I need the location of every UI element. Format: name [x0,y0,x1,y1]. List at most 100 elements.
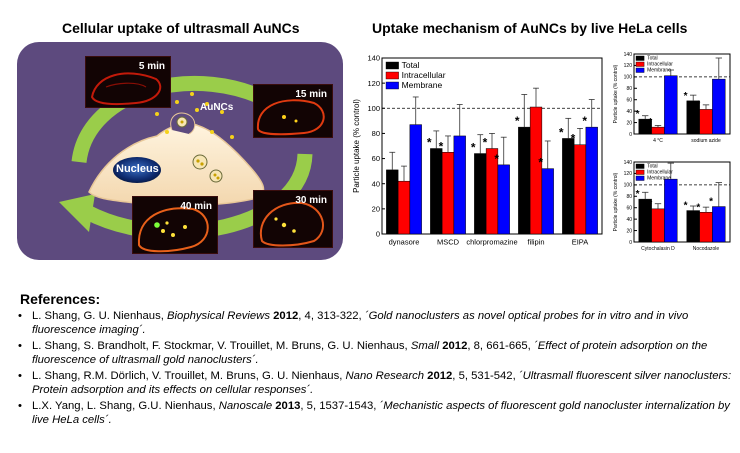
references-heading: References: [20,291,101,307]
significance-star: * [648,117,652,128]
significance-star: * [636,109,640,120]
category-label: chlorpromazine [466,238,517,247]
significance-star: * [471,141,476,155]
significance-star: * [439,139,444,153]
bar [686,210,700,243]
bar [664,75,678,135]
legend-swatch [635,163,645,169]
aunc-particles [155,92,234,139]
micrograph-15-min: 15 min [253,84,333,138]
significance-star: * [709,197,713,208]
bar [386,169,399,235]
y-tick-label: 20 [626,120,632,126]
reference-item: • L. Shang, R.M. Dörlich, V. Trouillet, M… [18,370,732,396]
category-label: EIPA [572,238,589,247]
y-tick-label: 140 [624,160,633,166]
left-figure-title: Cellular uptake of ultrasmall AuNCs [62,20,300,36]
reference-item: • L. Shang, G. U. Nienhaus, Biophysical R… [18,310,689,336]
legend-label: Total [402,60,420,70]
significance-star: * [684,201,688,212]
y-tick-label: 100 [624,75,633,81]
bar [474,153,487,235]
y-tick-label: 80 [372,129,380,138]
aunc-label: AuNCs [200,102,234,113]
cycle-arrow-bottom [83,153,313,240]
y-tick-label: 20 [372,204,380,213]
references-section: References: • L. Shang, G. U. Nienhaus, B… [16,291,732,429]
schematic-drawing [59,76,313,240]
reference-item: • L. Shang, S. Brandholt, F. Stockmar, V.… [18,340,708,366]
bar [562,138,575,235]
bar [497,164,510,235]
category-label: sodium azide [691,138,721,144]
legend-label: Intracellular [647,170,673,176]
category-label: Cytochalasin D [641,246,675,252]
significance-star: * [427,136,432,150]
bar [712,78,726,135]
bar [664,178,678,243]
significance-star: * [648,199,652,210]
significance-star: * [571,132,576,146]
bar [651,208,665,243]
y-tick-label: 120 [624,171,633,177]
category-label: 4 °C [653,138,663,144]
y-tick-label: 0 [376,230,380,239]
bar [699,109,713,135]
bar [430,148,443,235]
time-label-30-min: 30 min [295,195,327,206]
significance-star: * [684,91,688,102]
bar [573,144,587,235]
vesicle-icon [192,154,208,170]
reference-item: • L.X. Yang, L. Shang, G.U. Nienhaus, Nan… [18,400,730,426]
y-tick-label: 120 [624,63,633,69]
significance-star: * [483,136,488,150]
uptake-schematic-panel: AuNCs Nucleus 5 min 15 min 30 min 40 min [17,42,343,260]
bar [518,126,531,235]
micrograph-30-min: 30 min [253,190,333,248]
chart-inhibitors: 0 20 40 60 80 100 120 140 Particle uptake (% con… [352,54,603,247]
legend-swatch [635,67,645,73]
legend-label: Membrane [647,176,671,182]
significance-star: * [696,99,700,110]
nucleus-icon [113,157,161,183]
bar [585,126,598,235]
category-label: MSCD [437,238,460,247]
y-tick-label: 20 [626,228,632,234]
y-tick-label: 140 [624,52,633,58]
micrograph-5-min: 5 min [85,56,171,108]
cycle-arrowhead-bottom [59,194,95,232]
y-tick-label: 0 [629,240,632,246]
bar [529,106,543,235]
bar [699,212,713,243]
y-tick-label: 40 [626,217,632,223]
legend-swatch [385,81,399,90]
category-label: Nocodazole [693,246,720,252]
y-tick-label: 60 [626,205,632,211]
nucleus-label: Nucleus [116,163,159,175]
legend-swatch [635,55,645,61]
y-tick-label: 60 [372,154,380,163]
legend-label: Membrane [402,80,443,90]
y-tick-label: 120 [367,79,380,88]
y-tick-label: 100 [367,104,380,113]
micrograph-40-min: 40 min [132,196,218,254]
significance-star: * [696,202,700,213]
y-tick-label: 60 [626,97,632,103]
bar [541,168,554,235]
right-figure-title: Uptake mechanism of AuNCs by live HeLa c… [372,20,688,36]
significance-star: * [494,152,499,166]
legend-label: Membrane [647,68,671,74]
plot-frame [633,161,731,243]
bar [441,152,455,235]
significance-star: * [636,189,640,200]
y-tick-label: 80 [626,86,632,92]
plot-frame [633,53,731,135]
category-label: filipin [527,238,544,247]
time-label-5-min: 5 min [138,61,165,72]
cell-body-icon [88,122,265,207]
y-axis-label: Particle uptake (% control) [613,172,619,231]
y-tick-label: 140 [367,54,380,63]
legend-swatch [385,61,399,70]
legend-label: Intracellular [647,62,673,68]
y-tick-label: 80 [626,194,632,200]
